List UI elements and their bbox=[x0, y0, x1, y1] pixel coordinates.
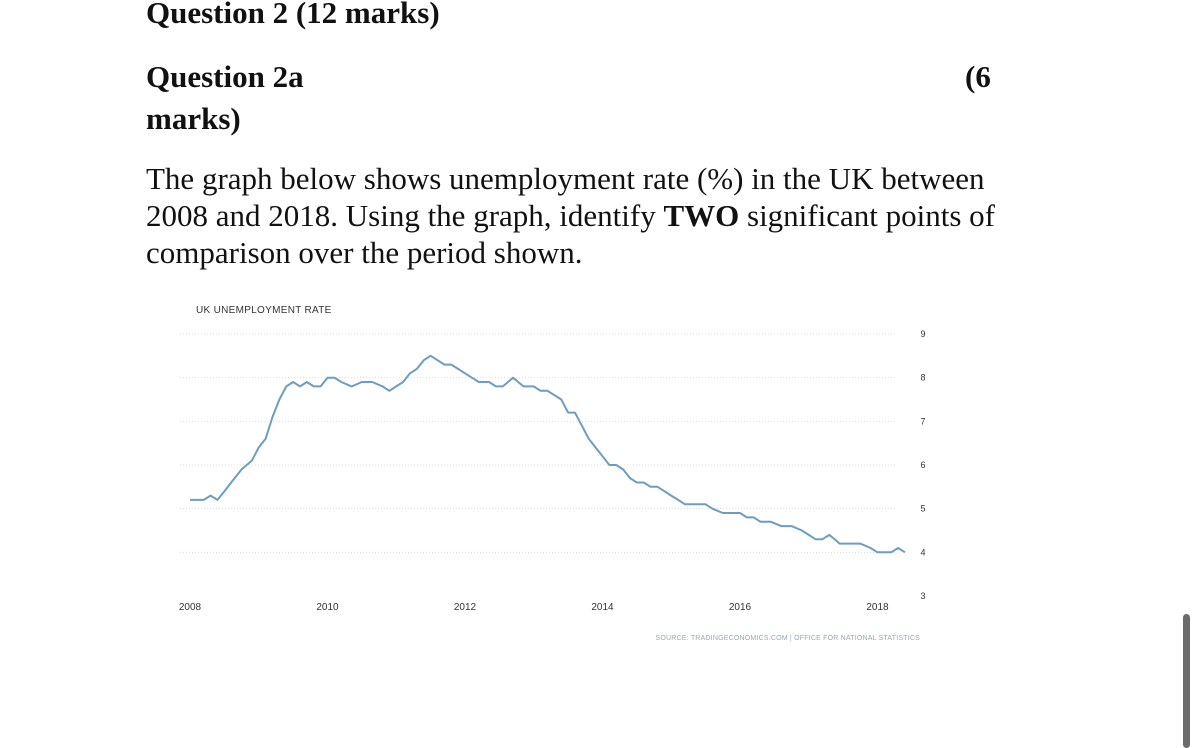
chart-title: UK UNEMPLOYMENT RATE bbox=[196, 305, 332, 316]
y-tick-label: 5 bbox=[920, 504, 925, 514]
unemployment-chart: UK UNEMPLOYMENT RATE 3 4 5 6 7 8 9 2008 2010 2012 2… bbox=[179, 305, 926, 642]
question-marks-open: (6 bbox=[965, 59, 991, 94]
chart-source: SOURCE: TRADINGECONOMICS.COM | OFFICE FO… bbox=[656, 635, 921, 642]
question-body: The graph below shows unemployment rate … bbox=[146, 160, 1006, 271]
y-tick-label: 3 bbox=[920, 591, 925, 601]
y-tick-label: 7 bbox=[920, 416, 925, 426]
question-marks-close: marks) bbox=[146, 100, 241, 136]
question-body-part2: significant points of comparison over th… bbox=[146, 198, 995, 270]
x-tick-label: 2016 bbox=[729, 602, 752, 613]
question-sub-label: Question 2a bbox=[146, 59, 304, 94]
y-tick-label: 8 bbox=[920, 373, 925, 383]
x-tick-label: 2018 bbox=[866, 602, 889, 613]
x-tick-label: 2010 bbox=[316, 602, 339, 613]
scrollbar-thumb[interactable] bbox=[1183, 614, 1190, 748]
series-line bbox=[190, 354, 906, 554]
x-tick-label: 2014 bbox=[591, 602, 614, 613]
question-body-bold: TWO bbox=[663, 198, 740, 233]
y-tick-label: 4 bbox=[920, 547, 925, 557]
question-sub-heading: Question 2a marks) bbox=[146, 56, 304, 140]
y-tick-label: 6 bbox=[920, 460, 925, 470]
y-tick-label: 9 bbox=[920, 329, 925, 339]
question-title: Question 2 (12 marks) bbox=[146, 0, 440, 30]
question-body-part1: The graph below shows unemployment rate … bbox=[146, 161, 985, 233]
x-tick-label: 2008 bbox=[179, 602, 202, 613]
x-tick-label: 2012 bbox=[454, 602, 477, 613]
